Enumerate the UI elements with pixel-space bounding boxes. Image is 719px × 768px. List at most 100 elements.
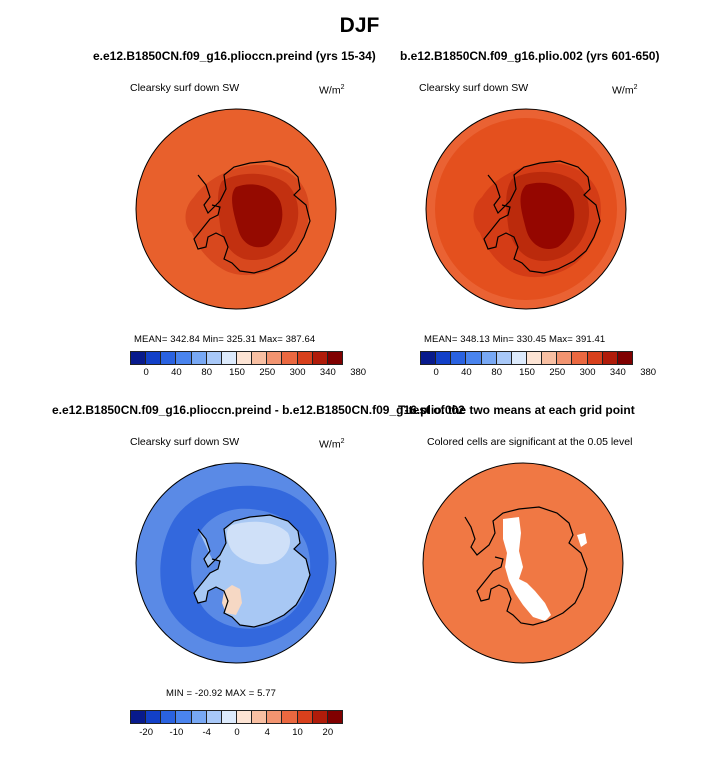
panel3-stats: MIN = -20.92 MAX = 5.77 <box>166 688 277 699</box>
colorbar-swatch <box>205 710 222 724</box>
panel4-nonsig-spot <box>577 533 587 547</box>
colorbar-swatch <box>220 351 237 365</box>
panel1-colorbar-ticks: 0 40 80 150 250 300 340 380 <box>131 367 366 379</box>
colorbar-swatch <box>311 351 328 365</box>
panel2-title: b.e12.B1850CN.f09_g16.plio.002 (yrs 601-… <box>400 49 660 63</box>
panel3-coastline <box>193 514 311 628</box>
colorbar-tick-label: 380 <box>350 367 367 378</box>
panel1-core <box>232 184 283 248</box>
colorbar-swatch <box>160 710 177 724</box>
panel3-variable-label: Clearsky surf down SW <box>130 436 240 448</box>
colorbar-tick-label: 300 <box>579 367 596 378</box>
colorbar-swatch <box>296 710 313 724</box>
panel1-colorbar <box>130 351 343 365</box>
panel1-coastline <box>193 160 311 274</box>
colorbar-swatch <box>160 351 177 365</box>
colorbar-swatch <box>130 351 147 365</box>
colorbar-tick-label: 40 <box>171 367 182 378</box>
colorbar-tick-label: 40 <box>461 367 472 378</box>
panel2-units: W/m2 <box>612 84 638 97</box>
colorbar-tick-label: 10 <box>292 727 303 738</box>
colorbar-swatch <box>205 351 222 365</box>
colorbar-swatch <box>130 710 147 724</box>
colorbar-tick-label: 340 <box>609 367 626 378</box>
colorbar-swatch <box>175 351 192 365</box>
colorbar-tick-label: 340 <box>319 367 336 378</box>
panel2-stats: MEAN= 348.13 Min= 330.45 Max= 391.41 <box>424 334 606 345</box>
panel1-map-border <box>135 108 337 310</box>
colorbar-swatch <box>266 710 283 724</box>
panel1-map <box>135 108 337 310</box>
colorbar-swatch <box>296 351 313 365</box>
panel4-title: T-test of the two means at each grid poi… <box>398 403 635 417</box>
panel2-map <box>425 108 627 310</box>
colorbar-swatch <box>510 351 527 365</box>
panel3-dark-ring <box>160 485 329 648</box>
panel2-colorbar-ticks: 0 40 80 150 250 300 340 380 <box>421 367 656 379</box>
colorbar-swatch <box>326 351 343 365</box>
colorbar-tick-label: -10 <box>169 727 184 738</box>
colorbar-tick-label: 0 <box>143 367 149 378</box>
panel3-map-border <box>135 462 337 664</box>
colorbar-tick-label: 80 <box>201 367 212 378</box>
colorbar-swatch <box>145 351 162 365</box>
colorbar-swatch <box>220 710 237 724</box>
colorbar-tick-label: 380 <box>640 367 657 378</box>
colorbar-tick-label: 150 <box>519 367 535 378</box>
colorbar-tick-label: 80 <box>491 367 502 378</box>
main-title: DJF <box>339 14 380 37</box>
panel4-note: Colored cells are significant at the 0.0… <box>427 436 633 448</box>
panel3-units: W/m2 <box>319 438 345 451</box>
panel2-coastline <box>483 160 601 274</box>
colorbar-swatch <box>541 351 558 365</box>
colorbar-swatch <box>495 351 512 365</box>
panel3-colorbar <box>130 710 343 724</box>
colorbar-tick-label: 300 <box>289 367 306 378</box>
colorbar-swatch <box>480 351 497 365</box>
panel4-coastline <box>464 506 588 626</box>
panel4-nonsig-region <box>503 517 551 621</box>
colorbar-swatch <box>556 351 573 365</box>
colorbar-swatch <box>235 710 253 724</box>
colorbar-swatch <box>525 351 543 365</box>
colorbar-swatch <box>435 351 452 365</box>
colorbar-tick-label: 250 <box>549 367 566 378</box>
panel1-variable-label: Clearsky surf down SW <box>130 82 240 94</box>
colorbar-tick-label: -4 <box>202 727 211 738</box>
colorbar-swatch <box>311 710 328 724</box>
colorbar-swatch <box>420 351 437 365</box>
colorbar-tick-label: 150 <box>229 367 245 378</box>
colorbar-swatch <box>465 351 482 365</box>
panel4-map-border <box>422 462 624 664</box>
colorbar-tick-label: 4 <box>264 727 270 738</box>
colorbar-swatch <box>450 351 467 365</box>
panel1-title: e.e12.B1850CN.f09_g16.plioccn.preind (yr… <box>93 49 376 63</box>
panel2-colorbar <box>420 351 633 365</box>
panel4-map <box>422 462 624 664</box>
colorbar-tick-label: 0 <box>433 367 439 378</box>
colorbar-swatch <box>571 351 588 365</box>
colorbar-swatch <box>190 710 207 724</box>
panel1-stats: MEAN= 342.84 Min= 325.31 Max= 387.64 <box>134 334 316 345</box>
colorbar-swatch <box>175 710 192 724</box>
colorbar-swatch <box>251 351 268 365</box>
panel3-title: e.e12.B1850CN.f09_g16.plioccn.preind - b… <box>52 403 465 417</box>
colorbar-swatch <box>281 351 298 365</box>
colorbar-swatch <box>266 351 283 365</box>
panel2-core <box>520 182 575 249</box>
colorbar-swatch <box>235 351 253 365</box>
panel2-outer-band <box>426 109 626 309</box>
panel3-colorbar-ticks: -20 -10 -4 0 4 10 20 <box>131 727 343 739</box>
colorbar-swatch <box>616 351 633 365</box>
colorbar-swatch <box>145 710 162 724</box>
colorbar-swatch <box>601 351 618 365</box>
panel3-light-area <box>226 521 291 565</box>
colorbar-swatch <box>586 351 603 365</box>
colorbar-swatch <box>251 710 268 724</box>
colorbar-swatch <box>326 710 343 724</box>
panel3-map <box>135 462 337 664</box>
colorbar-tick-label: 20 <box>322 727 334 738</box>
panel1-units: W/m2 <box>319 84 345 97</box>
colorbar-tick-label: 0 <box>234 727 240 738</box>
colorbar-tick-label: -20 <box>139 727 154 738</box>
